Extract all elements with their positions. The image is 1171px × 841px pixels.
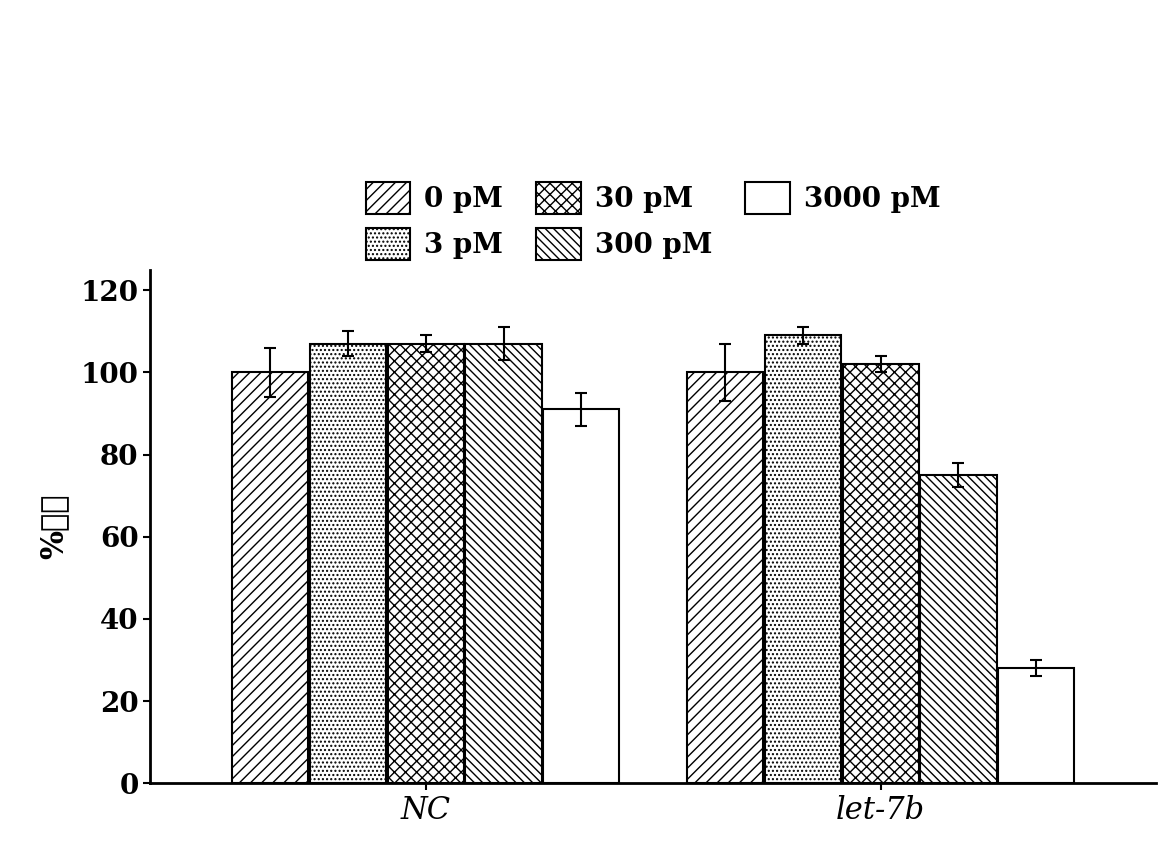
Bar (765, 336, 841, 783)
Bar (920, 475, 997, 783)
Bar (543, 410, 619, 783)
Bar (687, 373, 763, 783)
Bar (998, 669, 1075, 783)
Bar (388, 344, 464, 783)
Bar (232, 373, 308, 783)
Bar (842, 364, 919, 783)
Bar (465, 344, 542, 783)
Y-axis label: %増値: %増値 (39, 494, 69, 559)
Bar (310, 344, 386, 783)
Legend: 0 pM, 3 pM, 30 pM, 300 pM, 3000 pM: 0 pM, 3 pM, 30 pM, 300 pM, 3000 pM (355, 171, 952, 271)
